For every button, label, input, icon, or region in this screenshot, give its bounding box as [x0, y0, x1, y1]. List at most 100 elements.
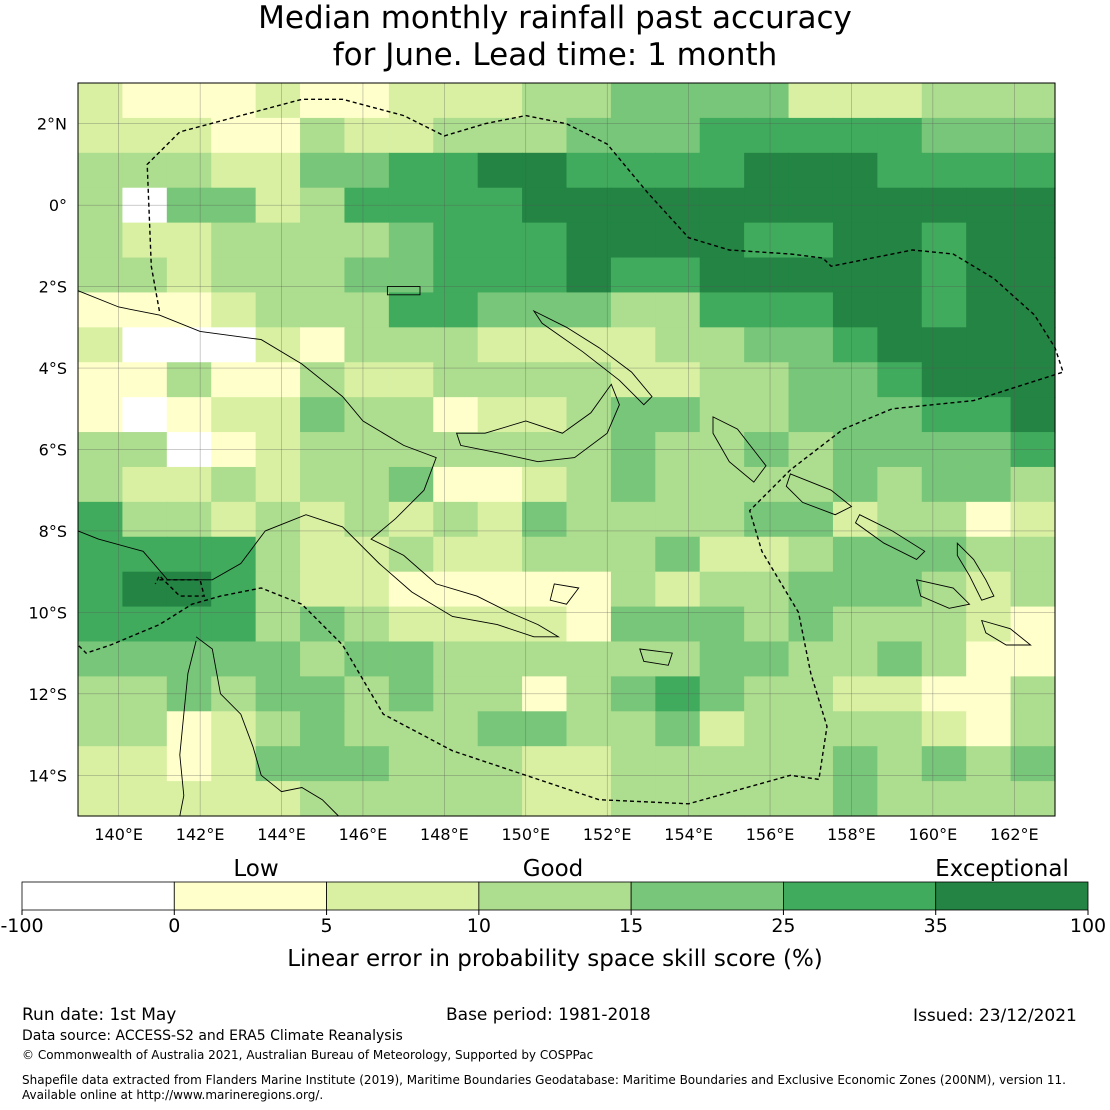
skill-cell — [300, 606, 346, 643]
skill-cell — [300, 466, 346, 503]
skill-cell — [166, 501, 212, 538]
map-panel[interactable] — [77, 82, 1064, 817]
skill-cell — [344, 257, 390, 294]
skill-cell — [388, 432, 434, 468]
skill-cell — [388, 536, 434, 573]
skill-cell — [344, 83, 390, 119]
skill-cell — [166, 466, 212, 503]
skill-cell — [744, 606, 790, 643]
skill-cell — [832, 536, 878, 573]
skill-cell — [1010, 536, 1056, 573]
skill-cell — [388, 676, 434, 712]
skill-cell — [78, 152, 124, 189]
skill-cell — [211, 83, 257, 119]
skill-cell — [344, 362, 390, 398]
skill-cell — [388, 711, 434, 747]
skill-cell — [344, 397, 390, 433]
skill-cell — [477, 746, 523, 782]
skill-cell — [522, 327, 568, 363]
skill-cell — [522, 536, 568, 573]
skill-cell — [255, 606, 301, 643]
lon-tick-label: 146°E — [339, 825, 388, 844]
skill-cell — [166, 362, 212, 398]
colorbar-tick-label: -100 — [0, 915, 43, 937]
skill-cell — [211, 117, 257, 154]
skill-cell — [699, 187, 745, 224]
shapefile-credit-line-1: Shapefile data extracted from Flanders M… — [22, 1073, 1066, 1087]
title-line-1: Median monthly rainfall past accuracy — [258, 0, 852, 36]
skill-cell — [522, 466, 568, 503]
skill-cell — [300, 257, 346, 294]
skill-cell — [877, 327, 923, 363]
skill-cell — [388, 571, 434, 608]
skill-cell — [477, 152, 523, 189]
skill-cell — [1010, 222, 1056, 259]
skill-cell — [699, 676, 745, 712]
skill-cell — [788, 117, 834, 154]
skill-cell — [877, 711, 923, 747]
skill-cell — [744, 781, 790, 817]
skill-cell — [211, 187, 257, 224]
colorbar-swatch — [478, 881, 632, 911]
lat-tick-label: 0° — [49, 196, 67, 215]
skill-cell — [877, 152, 923, 189]
skill-cell — [610, 397, 656, 433]
issued-date: Issued: 23/12/2021 — [913, 1006, 1077, 1026]
skill-cell — [610, 362, 656, 398]
makira-coast — [981, 619, 1032, 646]
skill-cell — [921, 676, 967, 712]
skill-cell — [655, 746, 701, 782]
skill-cell — [566, 501, 612, 538]
skill-cell — [1010, 83, 1056, 119]
skill-cell — [166, 397, 212, 433]
skill-cell — [433, 187, 479, 224]
skill-cell — [211, 362, 257, 398]
skill-cell — [744, 397, 790, 433]
skill-cell — [78, 571, 124, 608]
skill-cell — [744, 711, 790, 747]
skill-cell — [433, 676, 479, 712]
skill-cell — [300, 676, 346, 712]
skill-cell — [477, 501, 523, 538]
skill-cell — [744, 466, 790, 503]
skill-cell — [1010, 117, 1056, 154]
skill-cell — [921, 641, 967, 677]
fergusson-coast — [549, 583, 580, 605]
skill-cell — [477, 432, 523, 468]
skill-cell — [610, 187, 656, 224]
skill-cell — [744, 152, 790, 189]
skill-cell — [344, 466, 390, 503]
skill-cell — [211, 501, 257, 538]
skill-cell — [1010, 676, 1056, 712]
skill-cell — [477, 781, 523, 817]
lon-tick-label: 144°E — [257, 825, 306, 844]
skill-cell — [344, 292, 390, 328]
skill-cell — [610, 257, 656, 294]
skill-cell — [699, 711, 745, 747]
skill-cell — [300, 571, 346, 608]
skill-cell — [699, 327, 745, 363]
colorbar-swatch — [326, 881, 480, 911]
skill-cell — [610, 606, 656, 643]
skill-cell — [921, 571, 967, 608]
skill-cell — [522, 292, 568, 328]
skill-cell — [966, 292, 1012, 328]
skill-cell — [166, 187, 212, 224]
skill-cell — [966, 222, 1012, 259]
skill-cell — [832, 292, 878, 328]
skill-cell — [788, 571, 834, 608]
skill-cell — [388, 152, 434, 189]
skill-cell — [388, 83, 434, 119]
new-guinea-coast — [77, 290, 561, 638]
lon-tick-label: 156°E — [746, 825, 795, 844]
skill-cell — [78, 501, 124, 538]
skill-cell — [300, 397, 346, 433]
skill-cell — [433, 501, 479, 538]
cape-york-coast — [195, 636, 339, 817]
skill-cell — [699, 257, 745, 294]
skill-cell — [388, 292, 434, 328]
skill-cell — [1010, 327, 1056, 363]
skill-cell — [433, 711, 479, 747]
skill-cell — [477, 257, 523, 294]
